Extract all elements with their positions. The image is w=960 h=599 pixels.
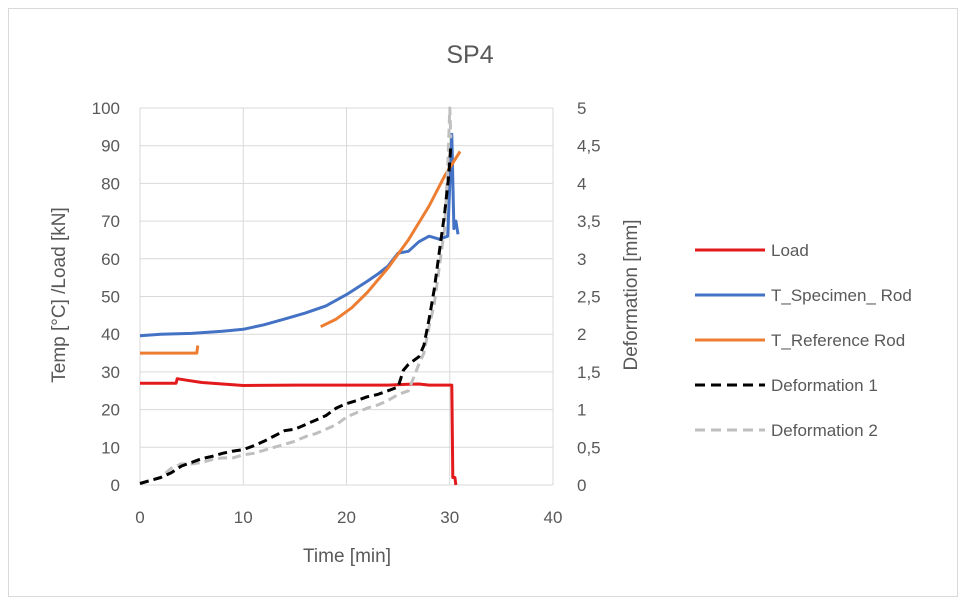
series-line-2 xyxy=(320,150,462,329)
y-tick-label: 0 xyxy=(111,476,120,495)
x-tick-label: 20 xyxy=(337,508,356,527)
legend-label: Deformation 2 xyxy=(771,421,878,440)
series-line-0 xyxy=(140,377,458,486)
y2-axis-title: Deformation [mm] xyxy=(621,220,642,371)
y2-axis-ticks: 0 0,5 1 1,5 2 2,5 3 3,5 4 4,5 5 xyxy=(577,99,601,495)
series-lines xyxy=(139,106,462,486)
y2-tick-label: 4 xyxy=(577,174,586,193)
x-tick-label: 30 xyxy=(440,508,459,527)
y-tick-label: 100 xyxy=(92,99,120,118)
y-tick-label: 60 xyxy=(101,250,120,269)
y-tick-label: 20 xyxy=(101,401,120,420)
legend-label: T_Specimen_ Rod xyxy=(771,286,912,305)
chart-title: SP4 xyxy=(446,41,493,69)
y2-tick-label: 1,5 xyxy=(577,363,601,382)
y2-tick-label: 0 xyxy=(577,476,586,495)
y-tick-label: 80 xyxy=(101,174,120,193)
y-tick-label: 70 xyxy=(101,212,120,231)
series-line-3 xyxy=(140,345,200,355)
legend-label: Load xyxy=(771,241,809,260)
legend-label: T_Reference Rod xyxy=(771,331,905,350)
x-tick-label: 40 xyxy=(544,508,563,527)
y-tick-label: 30 xyxy=(101,363,120,382)
chart-frame xyxy=(8,8,958,597)
y2-tick-label: 3,5 xyxy=(577,212,601,231)
y2-tick-label: 5 xyxy=(577,99,586,118)
series-line-5 xyxy=(139,106,453,485)
x-axis-title: Time [min] xyxy=(303,546,391,567)
y-axis-title: Temp [°C] /Load [kN] xyxy=(49,207,70,383)
y-tick-label: 90 xyxy=(101,137,120,156)
y2-tick-label: 4,5 xyxy=(577,137,601,156)
legend: Load T_Specimen_ Rod T_Reference Rod Deform… xyxy=(695,241,912,440)
x-tick-label: 10 xyxy=(234,508,253,527)
y2-tick-label: 2 xyxy=(577,325,586,344)
y2-tick-label: 2,5 xyxy=(577,288,601,307)
y2-tick-label: 3 xyxy=(577,250,586,269)
x-tick-label: 0 xyxy=(135,508,144,527)
x-axis-ticks: 0 10 20 30 40 xyxy=(135,508,562,527)
y-axis-ticks: 0 10 20 30 40 50 60 70 80 90 100 xyxy=(92,99,120,495)
y-tick-label: 40 xyxy=(101,325,120,344)
y2-tick-label: 1 xyxy=(577,401,586,420)
y2-tick-label: 0,5 xyxy=(577,438,601,457)
series-line-1 xyxy=(139,132,460,338)
gridlines xyxy=(139,107,554,486)
y-tick-label: 10 xyxy=(101,438,120,457)
y-tick-label: 50 xyxy=(101,288,120,307)
legend-label: Deformation 1 xyxy=(771,376,878,395)
